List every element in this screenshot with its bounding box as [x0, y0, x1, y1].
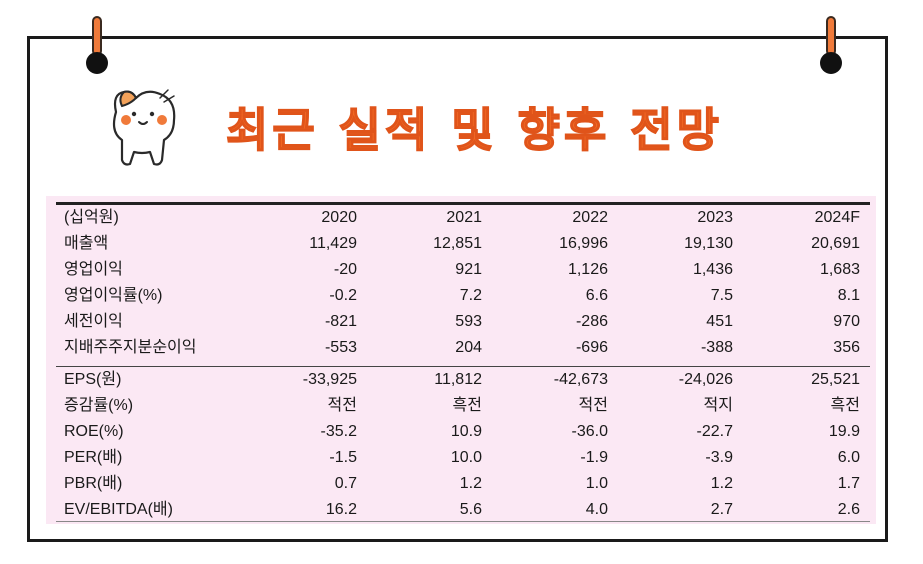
- year-header: 2022: [572, 209, 608, 226]
- table-header-row: (십억원) 2020 2021 2022 2023 2024F: [46, 205, 876, 231]
- table-cell: 7.5: [710, 287, 733, 304]
- year-header: 2021: [446, 209, 482, 226]
- row-label: 매출액: [64, 235, 109, 252]
- table-top-rule: [56, 202, 870, 205]
- table-cell: -3.9: [705, 449, 733, 466]
- financial-table: (십억원) 2020 2021 2022 2023 2024F 매출액 11,4…: [46, 196, 876, 524]
- table-cell: -1.9: [580, 449, 608, 466]
- table-cell: 356: [833, 339, 860, 356]
- table-cell: 20,691: [811, 235, 860, 252]
- table-cell: -286: [575, 313, 608, 330]
- table-row: 증감률(%) 적전 흑전 적전 적지 흑전: [46, 393, 876, 419]
- row-label: 지배주주지분순이익: [64, 339, 197, 356]
- table-cell: -24,026: [678, 371, 733, 388]
- table-cell: 10.0: [450, 449, 482, 466]
- row-label: EV/EBITDA(배): [64, 501, 173, 518]
- table-row: EV/EBITDA(배) 16.2 5.6 4.0 2.7 2.6: [46, 497, 876, 523]
- table-cell: 10.9: [450, 423, 482, 440]
- table-cell: 1.7: [837, 475, 860, 492]
- table-cell: -1.5: [329, 449, 357, 466]
- table-cell: 1,126: [567, 261, 608, 278]
- table-cell: 11,812: [434, 371, 482, 388]
- table-cell: 2.7: [710, 501, 733, 518]
- table-cell: -35.2: [320, 423, 357, 440]
- table-mid-rule: [56, 366, 870, 367]
- row-label: ROE(%): [64, 423, 124, 440]
- table-cell: 19.9: [828, 423, 860, 440]
- binder-pin-right: [816, 16, 846, 76]
- table-cell: 16,996: [559, 235, 608, 252]
- table-cell: 25,521: [811, 371, 860, 388]
- table-bottom-rule: [56, 521, 870, 522]
- table-cell: 16.2: [325, 501, 357, 518]
- row-label: PBR(배): [64, 475, 123, 492]
- table-cell: -553: [324, 339, 357, 356]
- unit-label: (십억원): [64, 209, 119, 226]
- table-row: PBR(배) 0.7 1.2 1.0 1.2 1.7: [46, 471, 876, 497]
- table-cell: 970: [833, 313, 860, 330]
- table-row: ROE(%) -35.2 10.9 -36.0 -22.7 19.9: [46, 419, 876, 445]
- table-cell: 451: [706, 313, 733, 330]
- table-cell: -821: [324, 313, 357, 330]
- table-cell: -696: [575, 339, 608, 356]
- table-cell: 흑전: [830, 397, 860, 414]
- table-cell: 1,683: [819, 261, 860, 278]
- row-label: 증감률(%): [64, 397, 134, 414]
- table-cell: -388: [700, 339, 733, 356]
- table-cell: -0.2: [329, 287, 357, 304]
- table-cell: 1,436: [692, 261, 733, 278]
- row-label: EPS(원): [64, 371, 122, 388]
- table-cell: -20: [333, 261, 357, 278]
- table-cell: -33,925: [302, 371, 357, 388]
- table-cell: 적전: [327, 397, 357, 414]
- year-header: 2020: [321, 209, 357, 226]
- table-cell: 7.2: [459, 287, 482, 304]
- table-row: PER(배) -1.5 10.0 -1.9 -3.9 6.0: [46, 445, 876, 471]
- table-row: 세전이익 -821 593 -286 451 970: [46, 309, 876, 335]
- cat-mascot-icon: [112, 89, 176, 166]
- table-cell: 흑전: [452, 397, 482, 414]
- table-cell: 593: [455, 313, 482, 330]
- table-cell: 921: [455, 261, 482, 278]
- row-label: 영업이익: [64, 261, 123, 278]
- table-cell: 2.6: [837, 501, 860, 518]
- row-label: PER(배): [64, 449, 123, 466]
- year-header: 2024F: [814, 209, 860, 226]
- table-cell: 1.0: [585, 475, 608, 492]
- table-row: EPS(원) -33,925 11,812 -42,673 -24,026 25…: [46, 367, 876, 393]
- table-cell: 6.6: [585, 287, 608, 304]
- table-cell: -36.0: [571, 423, 608, 440]
- table-cell: 8.1: [837, 287, 860, 304]
- table-cell: 12,851: [433, 235, 482, 252]
- table-cell: 적전: [578, 397, 608, 414]
- table-cell: 1.2: [710, 475, 733, 492]
- table-cell: 1.2: [459, 475, 482, 492]
- table-cell: 19,130: [684, 235, 733, 252]
- table-row: 매출액 11,429 12,851 16,996 19,130 20,691: [46, 231, 876, 257]
- table-cell: -42,673: [553, 371, 608, 388]
- table-row: 영업이익 -20 921 1,126 1,436 1,683: [46, 257, 876, 283]
- row-label: 세전이익: [64, 313, 123, 330]
- table-cell: 적지: [703, 397, 733, 414]
- table-row: 영업이익률(%) -0.2 7.2 6.6 7.5 8.1: [46, 283, 876, 309]
- table-cell: 0.7: [334, 475, 357, 492]
- table-row: 지배주주지분순이익 -553 204 -696 -388 356: [46, 335, 876, 361]
- row-label: 영업이익률(%): [64, 287, 163, 304]
- table-cell: 11,429: [309, 235, 357, 252]
- binder-pin-left: [82, 16, 112, 76]
- year-header: 2023: [697, 209, 733, 226]
- table-cell: 6.0: [837, 449, 860, 466]
- table-cell: 5.6: [459, 501, 482, 518]
- page-title: 최근 실적 및 향후 전망: [225, 102, 723, 158]
- table-cell: 204: [455, 339, 482, 356]
- table-cell: -22.7: [696, 423, 733, 440]
- table-cell: 4.0: [585, 501, 608, 518]
